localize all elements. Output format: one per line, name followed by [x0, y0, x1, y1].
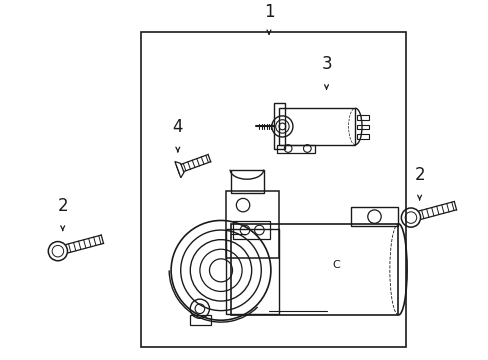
Bar — [225, 191, 278, 258]
Bar — [141, 32, 406, 347]
Text: 4: 4 — [172, 118, 183, 136]
Text: 1: 1 — [263, 3, 274, 21]
Bar — [225, 229, 278, 314]
Bar — [357, 134, 368, 139]
Bar — [276, 145, 314, 153]
Bar — [230, 224, 398, 315]
Bar — [278, 108, 355, 145]
Bar — [190, 315, 211, 325]
Text: 2: 2 — [413, 166, 424, 184]
Bar — [233, 221, 269, 239]
Bar — [230, 170, 264, 193]
Bar — [350, 207, 398, 226]
Bar — [357, 115, 368, 120]
Text: C: C — [331, 260, 339, 270]
Text: 2: 2 — [57, 197, 68, 215]
Bar — [357, 125, 368, 129]
Text: 3: 3 — [321, 55, 331, 73]
Bar — [273, 103, 285, 149]
